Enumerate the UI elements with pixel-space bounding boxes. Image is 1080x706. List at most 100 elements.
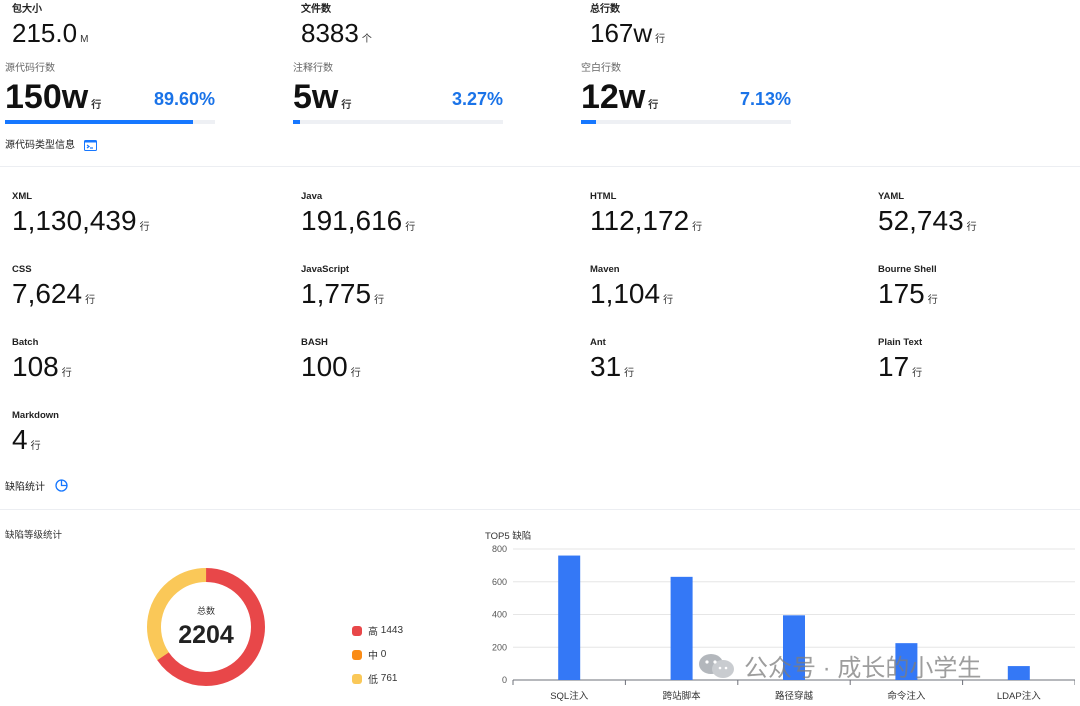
source-type-unit: 行 bbox=[61, 368, 72, 379]
comment-lines-progress-fill bbox=[293, 120, 300, 124]
source-type-name: YAML bbox=[878, 191, 905, 202]
source-type-unit: 行 bbox=[30, 441, 41, 452]
comment-lines-value: 5w bbox=[293, 78, 339, 116]
source-type-name: JavaScript bbox=[301, 264, 350, 275]
legend-swatch-low bbox=[352, 673, 362, 684]
x-tick-label: 路径穿越 bbox=[775, 690, 814, 702]
source-type-lines: 108 bbox=[12, 351, 59, 382]
source-type-card: XML 1,130,439 行 bbox=[12, 191, 150, 235]
source-type-unit: 行 bbox=[374, 295, 385, 306]
source-lines-value: 150w bbox=[5, 78, 89, 116]
bar bbox=[783, 615, 805, 680]
source-type-unit: 行 bbox=[912, 368, 923, 379]
defect-level-donut bbox=[147, 568, 265, 686]
comment-lines-stat: 注释行数 5w 行 3.27% bbox=[293, 59, 503, 124]
comment-lines-unit: 行 bbox=[341, 100, 352, 111]
source-type-unit: 行 bbox=[350, 368, 361, 379]
bar bbox=[670, 576, 693, 680]
x-tick-label: LDAP注入 bbox=[997, 690, 1041, 702]
source-type-unit: 行 bbox=[624, 368, 635, 379]
watermark: 公众号 · 成长的小学生 bbox=[698, 648, 981, 683]
source-type-lines: 1,775 bbox=[301, 278, 372, 309]
file-count-label: 文件数 bbox=[301, 4, 331, 15]
y-tick-label: 400 bbox=[492, 610, 507, 620]
bar bbox=[895, 643, 918, 680]
source-type-name: Plain Text bbox=[878, 337, 923, 348]
pkg-size-label: 包大小 bbox=[12, 4, 42, 15]
file-count-value: 8383 bbox=[301, 18, 359, 48]
comment-lines-progress bbox=[293, 120, 503, 124]
blank-lines-progress-fill bbox=[581, 120, 596, 124]
file-count-unit: 个 bbox=[361, 34, 372, 45]
total-lines-label: 总行数 bbox=[590, 4, 620, 15]
legend-item-medium[interactable]: 中 0 bbox=[352, 647, 403, 662]
y-tick-label: 0 bbox=[502, 675, 507, 685]
source-type-lines: 52,743 bbox=[878, 205, 964, 236]
legend-label-low: 低 bbox=[368, 675, 378, 686]
source-type-card: JavaScript 1,775 行 bbox=[301, 264, 384, 308]
source-type-lines: 191,616 bbox=[301, 205, 403, 236]
source-lines-progress-fill bbox=[5, 120, 194, 124]
legend-label-medium: 中 bbox=[368, 651, 378, 662]
pkg-size-stat: 包大小 215.0 M bbox=[12, 0, 88, 47]
legend-count-low: 761 bbox=[380, 673, 398, 684]
source-lines-label: 源代码行数 bbox=[5, 63, 55, 74]
defect-level-title: 缺陷等级统计 bbox=[5, 530, 63, 541]
legend-item-low[interactable]: 低 761 bbox=[352, 671, 403, 686]
source-type-unit: 行 bbox=[663, 295, 674, 306]
bar bbox=[1007, 666, 1030, 680]
pie-chart-icon[interactable] bbox=[55, 479, 68, 492]
source-type-lines: 31 bbox=[590, 351, 622, 382]
source-type-card: HTML 112,172 行 bbox=[590, 191, 702, 235]
source-type-lines: 1,104 bbox=[590, 278, 661, 309]
legend-item-high[interactable]: 高 1443 bbox=[352, 623, 403, 638]
source-type-lines: 7,624 bbox=[12, 278, 83, 309]
y-tick-label: 800 bbox=[492, 544, 507, 554]
wechat-icon bbox=[698, 653, 736, 679]
source-type-name: Markdown bbox=[12, 410, 59, 421]
source-type-card: Batch 108 行 bbox=[12, 337, 72, 381]
total-lines-unit: 行 bbox=[655, 34, 666, 45]
source-type-card: Ant 31 行 bbox=[590, 337, 634, 381]
source-lines-percent: 89.60% bbox=[153, 89, 215, 109]
source-type-card: YAML 52,743 行 bbox=[878, 191, 977, 235]
terminal-icon[interactable] bbox=[84, 138, 97, 151]
source-type-lines: 112,172 bbox=[590, 205, 690, 236]
source-type-name: Bourne Shell bbox=[878, 264, 937, 275]
source-type-unit: 行 bbox=[139, 222, 150, 233]
blank-lines-unit: 行 bbox=[648, 100, 659, 111]
source-type-card: Maven 1,104 行 bbox=[590, 264, 673, 308]
total-lines-value: 167w bbox=[590, 18, 653, 48]
x-tick-label: SQL注入 bbox=[550, 690, 589, 702]
source-type-unit: 行 bbox=[85, 295, 96, 306]
top5-chart-title: TOP5 缺陷 bbox=[485, 531, 532, 542]
donut-total-label: 总数 bbox=[196, 606, 215, 616]
source-type-name: CSS bbox=[12, 264, 32, 275]
source-type-name: Batch bbox=[12, 337, 39, 348]
legend-swatch-high bbox=[352, 625, 362, 636]
source-type-lines: 4 bbox=[12, 424, 28, 455]
top5-bar-chart: 0 200 400 600 800 SQL注入 跨站脚本 路径穿越 命令注入 LDAP注入 bbox=[492, 544, 1075, 702]
source-lines-unit: 行 bbox=[91, 100, 102, 111]
comment-lines-label: 注释行数 bbox=[293, 63, 333, 74]
source-type-name: Maven bbox=[590, 264, 620, 275]
y-tick-label: 600 bbox=[492, 577, 507, 587]
source-type-unit: 行 bbox=[692, 222, 703, 233]
source-type-card: Bourne Shell 175 行 bbox=[878, 264, 938, 308]
source-type-name: XML bbox=[12, 191, 33, 202]
source-type-card: CSS 7,624 行 bbox=[12, 264, 95, 308]
blank-lines-progress bbox=[581, 120, 791, 124]
legend-label-high: 高 bbox=[368, 627, 378, 638]
blank-lines-label: 空白行数 bbox=[581, 63, 621, 74]
source-type-name: Ant bbox=[590, 337, 606, 348]
source-type-card: Markdown 4 行 bbox=[12, 410, 59, 454]
source-type-unit: 行 bbox=[927, 295, 938, 306]
source-lines-progress bbox=[5, 120, 215, 124]
section-divider-2 bbox=[0, 509, 1080, 510]
source-type-name: Java bbox=[301, 191, 323, 202]
bar bbox=[558, 555, 581, 680]
source-type-card: Plain Text 17 行 bbox=[878, 337, 922, 381]
source-type-lines: 100 bbox=[301, 351, 348, 382]
comment-lines-percent: 3.27% bbox=[451, 89, 503, 109]
blank-lines-value: 12w bbox=[581, 78, 646, 116]
